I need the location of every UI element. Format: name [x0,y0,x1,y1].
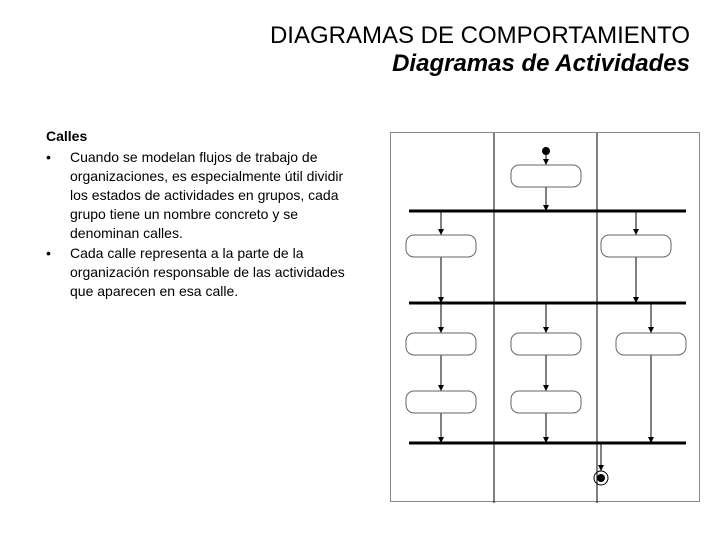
section-heading: Calles [46,128,356,144]
page-title: DIAGRAMAS DE COMPORTAMIENTO [270,22,690,50]
page-subtitle: Diagramas de Actividades [270,50,690,78]
bullet-item: • Cuando se modelan flujos de trabajo de… [46,148,356,242]
title-block: DIAGRAMAS DE COMPORTAMIENTO Diagramas de… [270,22,690,78]
text-content: Calles • Cuando se modelan flujos de tra… [46,128,356,303]
activity-diagram [390,132,700,502]
bullet-text: Cuando se modelan flujos de trabajo de o… [70,148,356,242]
bullet-marker: • [46,148,70,242]
bullet-marker: • [46,244,70,301]
bullet-item: • Cada calle representa a la parte de la… [46,244,356,301]
bullet-text: Cada calle representa a la parte de la o… [70,244,356,301]
diagram-svg [391,133,701,503]
